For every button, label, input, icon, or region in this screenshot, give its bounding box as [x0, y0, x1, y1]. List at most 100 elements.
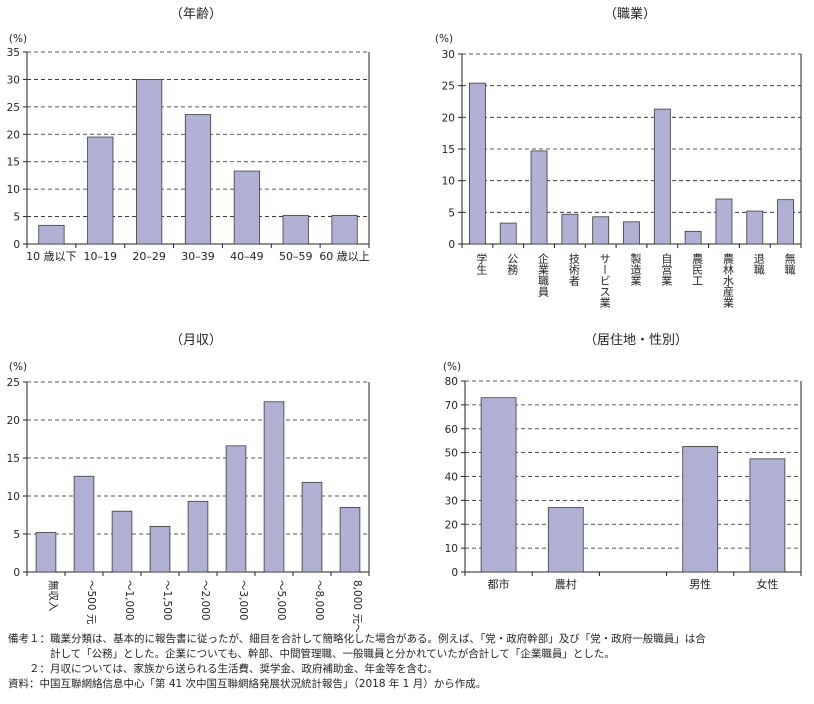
chart-title: （居住地・性別） [584, 333, 688, 348]
bar [530, 150, 548, 245]
y-tick-label: 35 [7, 47, 20, 59]
category-label: 無職 [783, 252, 796, 275]
bar [187, 500, 209, 573]
bar [149, 526, 171, 573]
category-label: 公務 [506, 253, 519, 276]
y-tick-label: 10 [7, 184, 20, 196]
category-label: 男性 [689, 577, 711, 591]
y-tick-label: 10 [445, 543, 458, 555]
y-tick-label: 80 [445, 376, 458, 388]
y-unit-label: (%) [435, 33, 453, 45]
bar [684, 230, 702, 245]
chart-title: （月収） [170, 333, 222, 348]
category-label: 8,000 元～ [351, 580, 363, 632]
bar [331, 215, 358, 245]
category-label: 技術者 [567, 253, 580, 287]
y-tick-label: 20 [445, 519, 458, 531]
chart-title: （職業） [604, 6, 656, 22]
category-label: 製造業 [629, 252, 642, 286]
y-tick-label: 5 [448, 207, 455, 219]
category-label: 農村 [555, 577, 577, 591]
bar [35, 532, 57, 573]
notes-block: 備考１：職業分類は、基本的に報告書に従ったが、細目を合計して簡略化した場合がある… [8, 632, 808, 692]
category-label: ～3,000 [237, 580, 249, 621]
category-label: ～5,000 [275, 580, 287, 621]
note-line: 計して「公務」とした。企業についても、幹部、中間管理職、一般職員と分かれていたが… [8, 648, 615, 660]
y-tick-label: 15 [7, 453, 20, 465]
chart-4: （居住地・性別） (%) 0 10 20 30 40 50 60 70 80 都市 農村 男性 女性 [443, 333, 802, 591]
bar [499, 222, 517, 245]
category-label: 農林水産業 [721, 252, 734, 308]
y-tick-label: 5 [13, 212, 20, 224]
y-tick-label: 70 [445, 400, 458, 412]
bar [715, 198, 733, 245]
category-label: 10–19 [84, 250, 118, 263]
category-label: 20–29 [132, 250, 166, 263]
chart-2: （職業） (%) 0 5 10 15 20 25 30 学生 公務 企業職員 技術者 サービス業 製造業 自営… [435, 6, 802, 308]
y-tick-label: 50 [445, 448, 458, 460]
bar [111, 510, 133, 573]
category-label: 農民工 [691, 252, 704, 286]
y-tick-label: 20 [7, 415, 20, 427]
bar [225, 445, 247, 573]
bar [777, 199, 795, 245]
note-line: ２：月収については、家族から送られる生活費、奨学金、政府補助金、年金等を含む。 [8, 663, 438, 675]
bar [749, 458, 786, 573]
y-tick-label: 0 [448, 239, 455, 251]
bar [87, 136, 114, 245]
category-label: 40–49 [230, 250, 264, 263]
bar [233, 170, 260, 245]
y-tick-label: 40 [445, 472, 458, 484]
y-unit-label: (%) [443, 361, 461, 373]
y-tick-label: 5 [13, 529, 20, 541]
note-line: 資料：中国互聯網絡信息中心「第 41 次中国互聯網絡発展状況統計報告」（2018… [8, 678, 487, 690]
category-label: ～2,000 [199, 580, 211, 621]
y-unit-label: (%) [9, 33, 27, 45]
bar [136, 79, 163, 245]
category-label: 30–39 [181, 250, 215, 263]
category-label: 都市 [488, 577, 510, 591]
y-tick-label: 30 [445, 495, 458, 507]
bar [184, 114, 212, 245]
y-tick-label: 25 [7, 377, 20, 389]
category-label: ～500 元 [85, 580, 97, 625]
chart-3: （月収） (%) 0 5 10 15 20 25 無収入 ～500 元 ～1,000 ～1,500 ～2… [7, 333, 370, 632]
y-tick-label: 10 [442, 176, 455, 188]
y-unit-label: (%) [9, 361, 27, 373]
bar [592, 216, 610, 245]
category-label: ～8,000 [313, 580, 325, 621]
y-tick-label: 20 [7, 129, 20, 141]
category-label: 無収入 [47, 580, 60, 612]
bar [282, 215, 309, 245]
y-tick-label: 0 [13, 567, 20, 579]
charts-canvas: （年齢） (%) 0 5 10 15 20 25 30 35 10 歳以下 10–19 20–29 30–… [7, 6, 802, 632]
bar [682, 446, 719, 573]
y-tick-label: 25 [442, 81, 455, 93]
y-tick-label: 10 [7, 491, 20, 503]
y-tick-label: 60 [445, 424, 458, 436]
y-tick-label: 0 [451, 567, 458, 579]
bar [263, 401, 285, 573]
bar [561, 213, 579, 245]
bar [547, 507, 584, 573]
category-label: サービス業 [598, 253, 611, 308]
category-label: 50–59 [279, 250, 313, 263]
category-label: 退職 [752, 253, 765, 275]
chart-1: （年齢） (%) 0 5 10 15 20 25 30 35 10 歳以下 10–19 20–29 30–… [7, 7, 370, 263]
bar [73, 475, 95, 573]
y-tick-label: 30 [7, 74, 20, 86]
category-label: 女性 [756, 577, 778, 591]
chart-title: （年齢） [170, 7, 222, 22]
category-label: 企業職員 [537, 252, 550, 298]
y-tick-label: 15 [442, 144, 455, 156]
category-label: 自営業 [660, 253, 673, 286]
y-tick-label: 25 [7, 102, 20, 114]
category-label: 60 歳以上 [319, 250, 370, 263]
y-tick-label: 30 [442, 49, 455, 61]
y-tick-label: 0 [13, 239, 20, 251]
note-line: 備考１：職業分類は、基本的に報告書に従ったが、細目を合計して簡略化した場合がある… [8, 633, 706, 645]
category-label: ～1,500 [161, 580, 173, 621]
bar [468, 82, 486, 245]
y-tick-label: 20 [442, 112, 455, 124]
bar [301, 481, 323, 573]
